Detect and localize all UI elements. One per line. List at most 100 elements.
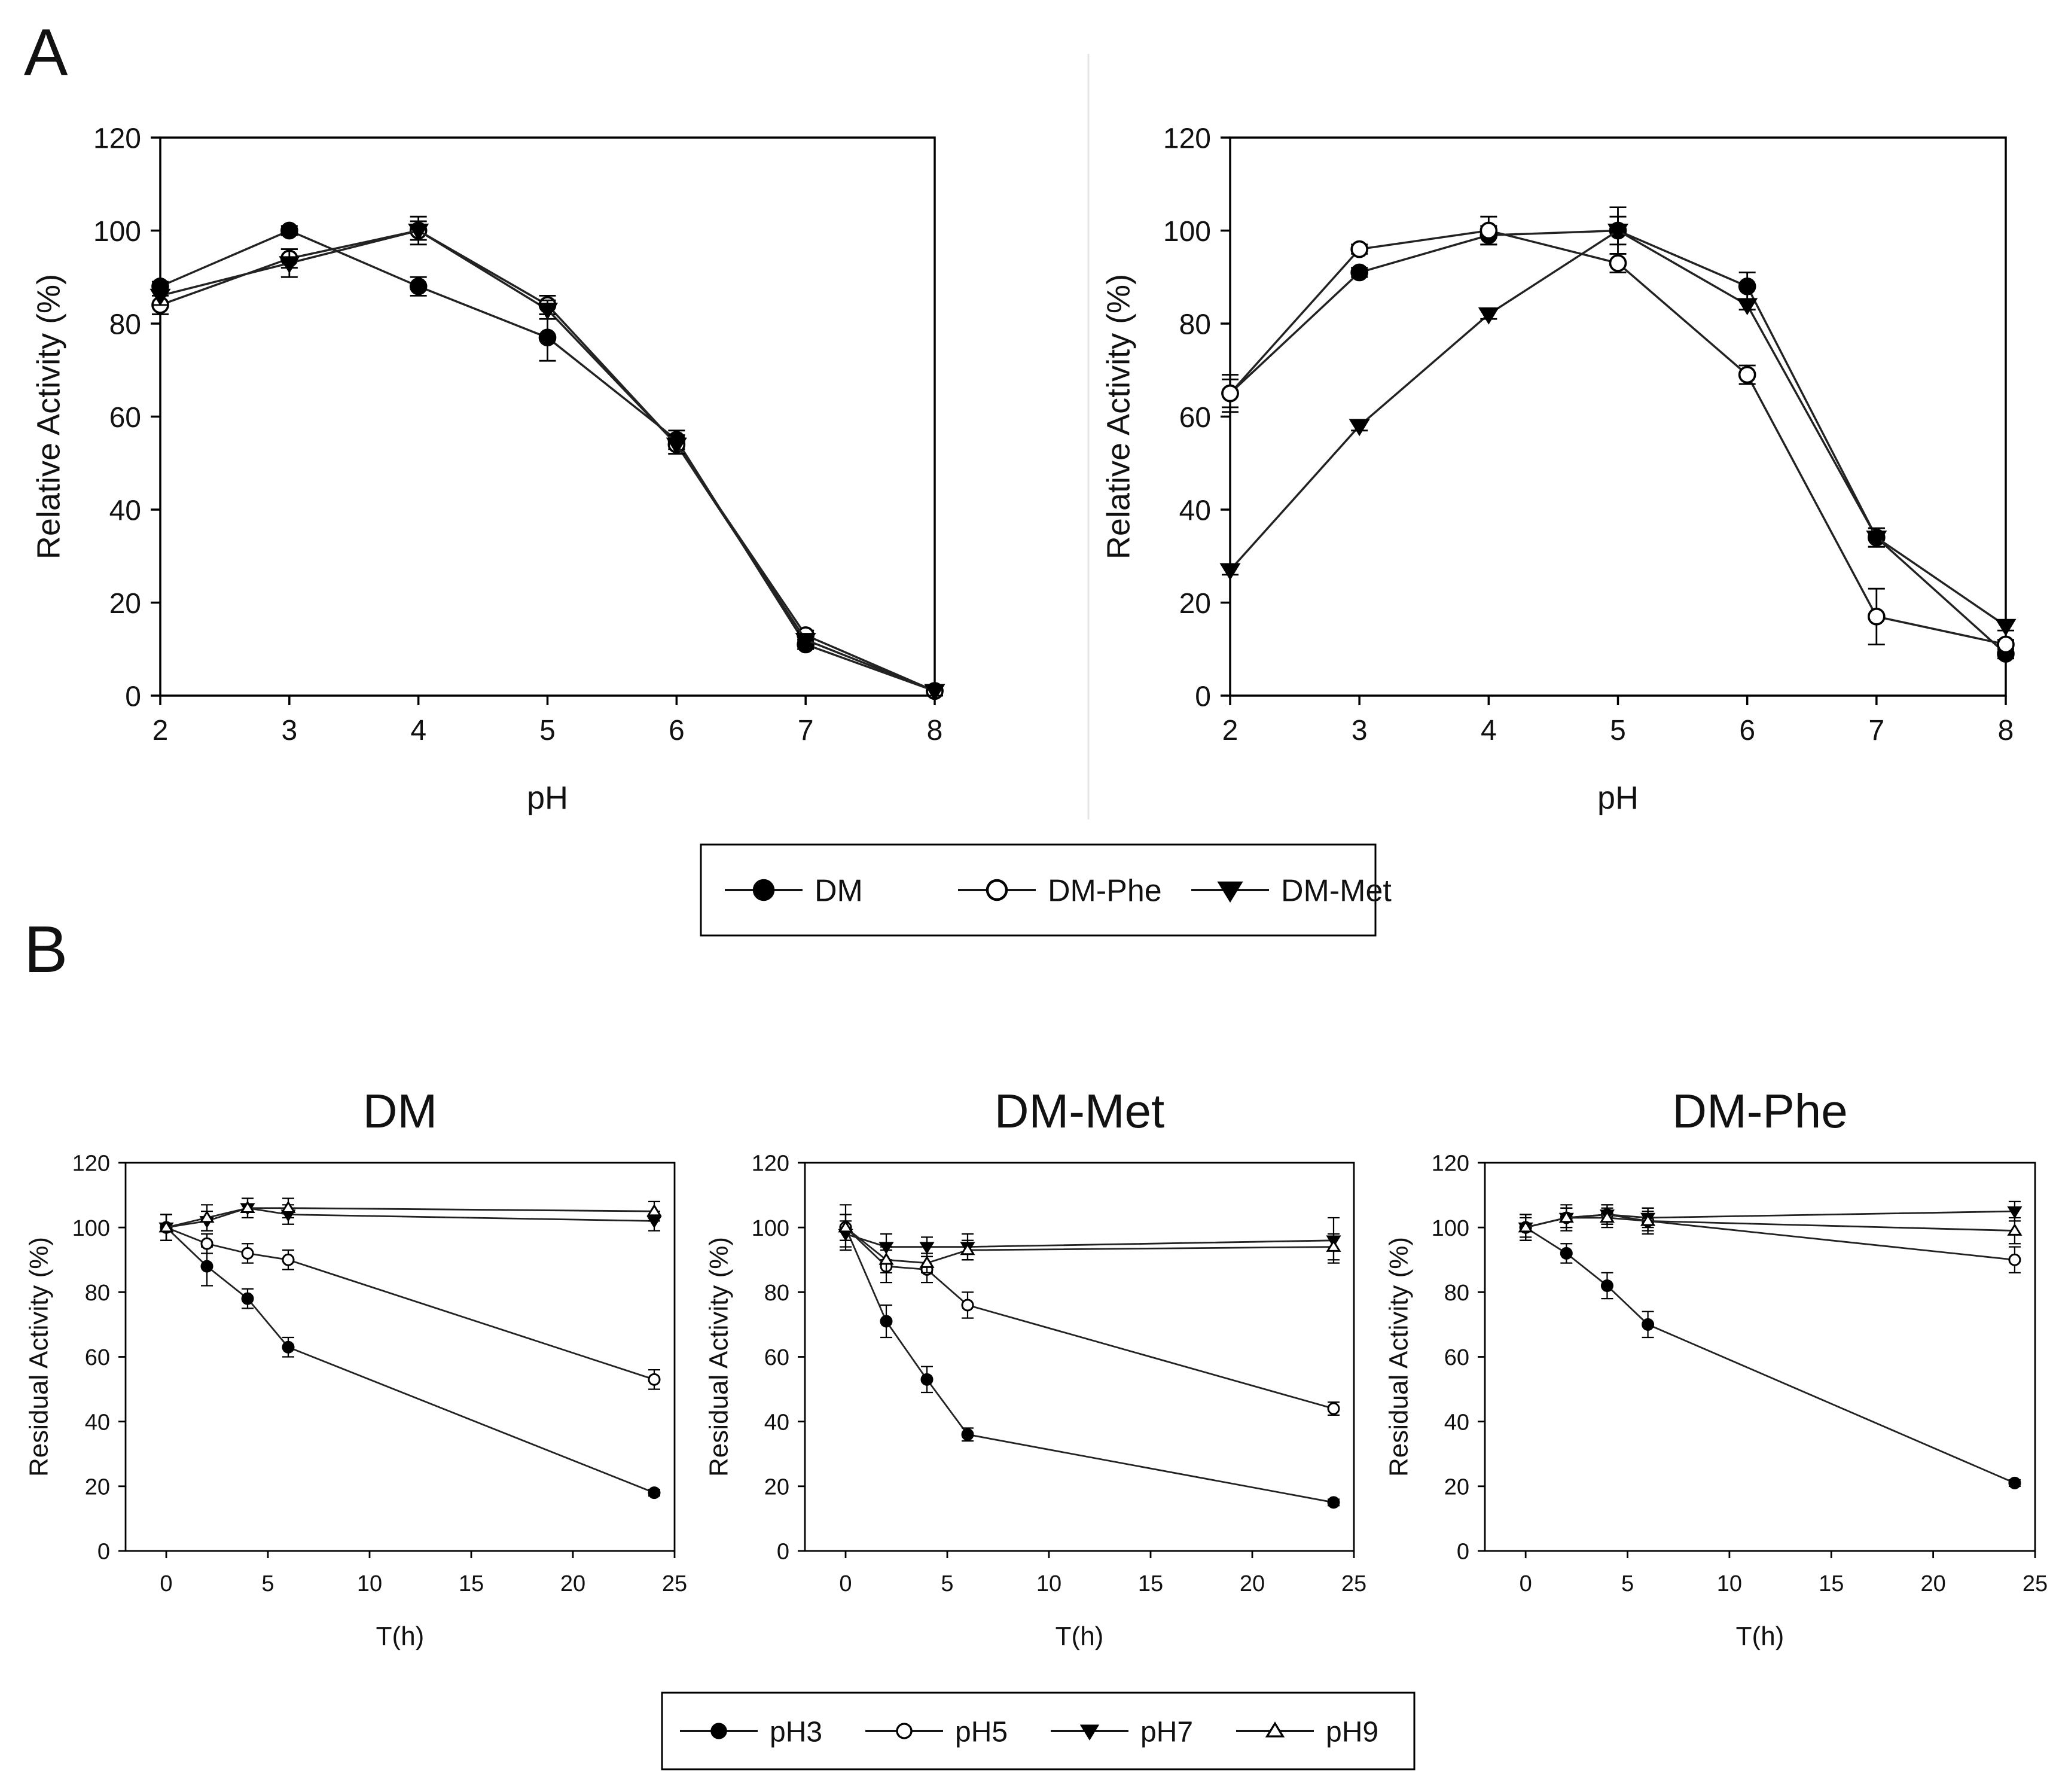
data-point xyxy=(241,1292,254,1305)
y-tick-label: 100 xyxy=(1163,216,1211,248)
chart-a1: 0 20 40 60 80 100 120 2 3 4 5 6 7 8 pH Relative Activit… xyxy=(30,123,945,816)
chart-title: DM-Met xyxy=(995,1084,1164,1138)
data-point xyxy=(241,1247,254,1260)
y-tick-label: 100 xyxy=(72,1216,110,1241)
legend-marker xyxy=(986,879,1008,901)
x-tick-label: 2 xyxy=(152,715,169,746)
data-point xyxy=(1560,1247,1573,1260)
data-point xyxy=(279,256,300,274)
x-tick-label: 15 xyxy=(1819,1571,1844,1596)
data-point xyxy=(199,1210,215,1223)
x-tick-label: 5 xyxy=(261,1571,274,1596)
x-tick-label: 0 xyxy=(1520,1571,1532,1596)
y-tick-label: 40 xyxy=(1179,495,1211,526)
y-tick-label: 80 xyxy=(109,309,141,340)
legend-item: pH3 xyxy=(680,1716,822,1748)
data-point xyxy=(280,221,298,240)
y-tick-label: 100 xyxy=(93,216,141,248)
y-axis-label: Relative Activity (%) xyxy=(1100,274,1136,559)
data-point xyxy=(646,1203,662,1217)
data-point xyxy=(408,223,429,241)
y-axis-label: Residual Activity (%) xyxy=(1384,1237,1414,1477)
data-point xyxy=(1738,277,1756,295)
chart-b3: 0 20 40 60 80 100 120 0 5 10 15 20 25 T(h) Residual Ac… xyxy=(1384,1084,2048,1651)
x-tick-label: 20 xyxy=(1240,1571,1265,1596)
chart-b1: 0 20 40 60 80 100 120 0 5 10 15 20 25 T(h) Residual Ac… xyxy=(25,1084,688,1651)
data-point xyxy=(1868,608,1886,626)
y-axis-label: Relative Activity (%) xyxy=(30,274,66,559)
data-point xyxy=(919,1255,935,1268)
data-point xyxy=(280,1200,296,1213)
x-tick-label: 25 xyxy=(1341,1571,1366,1596)
chart-title: DM-Phe xyxy=(1672,1084,1847,1138)
data-point xyxy=(282,1253,295,1266)
data-point xyxy=(1599,1210,1615,1223)
y-tick-label: 100 xyxy=(1432,1216,1469,1241)
y-tick-label: 120 xyxy=(1163,123,1211,154)
series-dm-met xyxy=(1219,206,2017,636)
chart-b2: 0 20 40 60 80 100 120 0 5 10 15 20 25 T(h) Residual Ac… xyxy=(704,1084,1367,1651)
data-point xyxy=(1350,240,1368,258)
y-tick-label: 0 xyxy=(125,681,141,712)
panel-label-b: B xyxy=(24,913,68,986)
y-tick-label: 80 xyxy=(85,1281,110,1306)
data-point xyxy=(960,1242,975,1255)
x-tick-label: 5 xyxy=(1610,715,1626,746)
data-point xyxy=(240,1200,255,1213)
data-point xyxy=(1642,1318,1655,1331)
data-point xyxy=(150,288,171,306)
data-point xyxy=(1518,1220,1533,1233)
chart-title: DM xyxy=(363,1084,437,1138)
series-ph3 xyxy=(160,1214,661,1500)
y-tick-label: 60 xyxy=(109,402,141,434)
x-tick-label: 5 xyxy=(941,1571,953,1596)
series-ph3 xyxy=(839,1204,1340,1509)
x-tick-label: 8 xyxy=(1998,715,2014,746)
y-tick-label: 120 xyxy=(752,1151,789,1177)
data-point xyxy=(924,684,945,702)
y-tick-label: 80 xyxy=(1444,1281,1469,1306)
y-tick-label: 120 xyxy=(72,1151,110,1177)
data-point xyxy=(1640,1214,1656,1226)
y-axis-label: Residual Activity (%) xyxy=(25,1237,54,1477)
y-tick-label: 20 xyxy=(1179,588,1211,620)
data-point xyxy=(2008,1253,2021,1266)
data-point xyxy=(1738,365,1756,384)
y-tick-label: 40 xyxy=(85,1410,110,1435)
data-point xyxy=(1866,531,1887,548)
x-axis-label: T(h) xyxy=(1736,1622,1784,1651)
x-tick-label: 4 xyxy=(1481,715,1497,746)
series-ph9 xyxy=(158,1197,662,1241)
data-point xyxy=(1326,1239,1341,1252)
y-tick-label: 100 xyxy=(752,1216,789,1241)
y-tick-label: 120 xyxy=(93,123,141,154)
x-tick-label: 20 xyxy=(560,1571,585,1596)
data-point xyxy=(1478,307,1499,325)
legend-marker xyxy=(896,1723,913,1739)
series-dm-met xyxy=(150,215,945,702)
legend-marker xyxy=(1217,881,1243,903)
y-tick-label: 20 xyxy=(764,1475,789,1500)
data-point xyxy=(878,1252,894,1265)
y-tick-label: 20 xyxy=(85,1475,110,1500)
data-point xyxy=(1609,254,1627,272)
y-tick-label: 40 xyxy=(109,495,141,526)
data-point xyxy=(1737,298,1758,316)
legend-marker xyxy=(1079,1724,1100,1741)
x-tick-label: 10 xyxy=(357,1571,382,1596)
data-point xyxy=(536,303,559,320)
data-point xyxy=(1221,384,1239,403)
x-tick-label: 8 xyxy=(927,715,943,746)
x-tick-label: 15 xyxy=(1138,1571,1163,1596)
data-point xyxy=(282,1340,295,1354)
legend-item: DM xyxy=(725,874,863,909)
series-ph9 xyxy=(838,1214,1341,1274)
x-tick-label: 10 xyxy=(1036,1571,1061,1596)
chart-a2: 0 20 40 60 80 100 120 2 3 4 5 6 7 8 pH Relative Activit… xyxy=(1100,123,2017,816)
x-tick-label: 10 xyxy=(1717,1571,1742,1596)
data-point xyxy=(1349,419,1370,437)
series-ph9 xyxy=(1518,1204,2023,1245)
data-point xyxy=(158,1220,174,1233)
data-point xyxy=(648,1373,661,1386)
data-point xyxy=(1607,223,1629,241)
